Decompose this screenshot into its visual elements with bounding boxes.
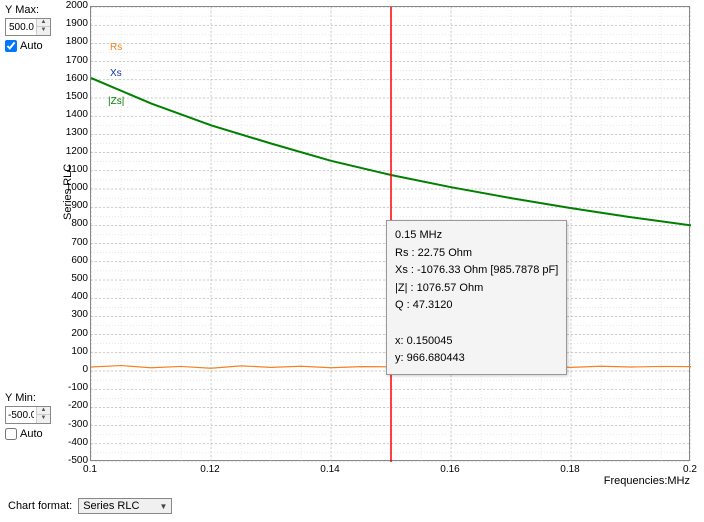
- ytick-label: 1400: [58, 109, 88, 120]
- ytick-label: -200: [58, 400, 88, 411]
- ytick-label: 0: [58, 364, 88, 375]
- ytick-label: 1500: [58, 91, 88, 102]
- tooltip-line: 0.15 MHz: [395, 227, 558, 245]
- xtick-label: 0.14: [315, 464, 345, 475]
- ymax-input-wrap: ▲ ▼: [5, 18, 51, 36]
- xaxis-label: Frequencies:MHz: [604, 475, 690, 487]
- tooltip-line: [395, 315, 558, 333]
- ytick-label: 1200: [58, 146, 88, 157]
- ytick-label: 1600: [58, 73, 88, 84]
- ymin-spinner: ▲ ▼: [36, 407, 50, 423]
- ytick-label: 2000: [58, 0, 88, 11]
- legend-item: Xs: [110, 68, 122, 79]
- ytick-label: -300: [58, 419, 88, 430]
- ytick-label: 300: [58, 309, 88, 320]
- ytick-label: 1000: [58, 182, 88, 193]
- tooltip-line: |Z| : 1076.57 Ohm: [395, 280, 558, 298]
- xtick-label: 0.18: [555, 464, 585, 475]
- tooltip-line: x: 0.150045: [395, 333, 558, 351]
- ytick-label: 100: [58, 346, 88, 357]
- ymin-spin-down[interactable]: ▼: [37, 415, 50, 423]
- ytick-label: 500: [58, 273, 88, 284]
- ymin-spin-up[interactable]: ▲: [37, 407, 50, 415]
- ymax-spin-down[interactable]: ▼: [37, 27, 50, 35]
- tooltip-line: Xs : -1076.33 Ohm [985.7878 pF]: [395, 262, 558, 280]
- tooltip-line: y: 966.680443: [395, 350, 558, 368]
- ymin-input-wrap: ▲ ▼: [5, 406, 51, 424]
- ytick-label: -100: [58, 382, 88, 393]
- ytick-label: 1700: [58, 55, 88, 66]
- ytick-label: 900: [58, 200, 88, 211]
- ytick-label: 1300: [58, 127, 88, 138]
- ymax-spin-up[interactable]: ▲: [37, 19, 50, 27]
- ymax-controls: Y Max: ▲ ▼ Auto: [5, 4, 55, 52]
- ymax-spinner: ▲ ▼: [36, 19, 50, 35]
- ymin-auto-checkbox[interactable]: [5, 428, 17, 440]
- ytick-label: 200: [58, 328, 88, 339]
- ytick-label: 700: [58, 237, 88, 248]
- chart-format-select[interactable]: Series RLC ▼: [78, 498, 172, 514]
- ytick-label: 800: [58, 218, 88, 229]
- ytick-label: 1900: [58, 18, 88, 29]
- legend-item: Rs: [110, 42, 122, 53]
- ymin-input[interactable]: [6, 409, 36, 422]
- ytick-label: -400: [58, 437, 88, 448]
- ytick-label: 600: [58, 255, 88, 266]
- ymin-auto-row: Auto: [5, 428, 55, 440]
- ymin-auto-label: Auto: [20, 428, 43, 440]
- ytick-label: 1100: [58, 164, 88, 175]
- cursor-tooltip: 0.15 MHzRs : 22.75 OhmXs : -1076.33 Ohm …: [386, 220, 567, 375]
- ymax-auto-checkbox[interactable]: [5, 40, 17, 52]
- bottom-bar: Chart format: Series RLC ▼: [8, 498, 172, 514]
- ytick-label: 400: [58, 291, 88, 302]
- ytick-label: 1800: [58, 36, 88, 47]
- chevron-down-icon: ▼: [159, 502, 167, 511]
- chart-format-value: Series RLC: [83, 500, 139, 512]
- xtick-label: 0.1: [75, 464, 105, 475]
- tooltip-line: Rs : 22.75 Ohm: [395, 245, 558, 263]
- xtick-label: 0.2: [675, 464, 704, 475]
- ymin-controls: Y Min: ▲ ▼ Auto: [5, 392, 55, 440]
- ymax-input[interactable]: [6, 21, 36, 34]
- tooltip-line: Q : 47.3120: [395, 297, 558, 315]
- chart-format-label: Chart format:: [8, 500, 72, 512]
- legend-item: |Zs|: [108, 96, 124, 107]
- xtick-label: 0.12: [195, 464, 225, 475]
- ymax-auto-label: Auto: [20, 40, 43, 52]
- ymax-auto-row: Auto: [5, 40, 55, 52]
- ymin-label: Y Min:: [5, 392, 55, 404]
- xtick-label: 0.16: [435, 464, 465, 475]
- ymax-label: Y Max:: [5, 4, 55, 16]
